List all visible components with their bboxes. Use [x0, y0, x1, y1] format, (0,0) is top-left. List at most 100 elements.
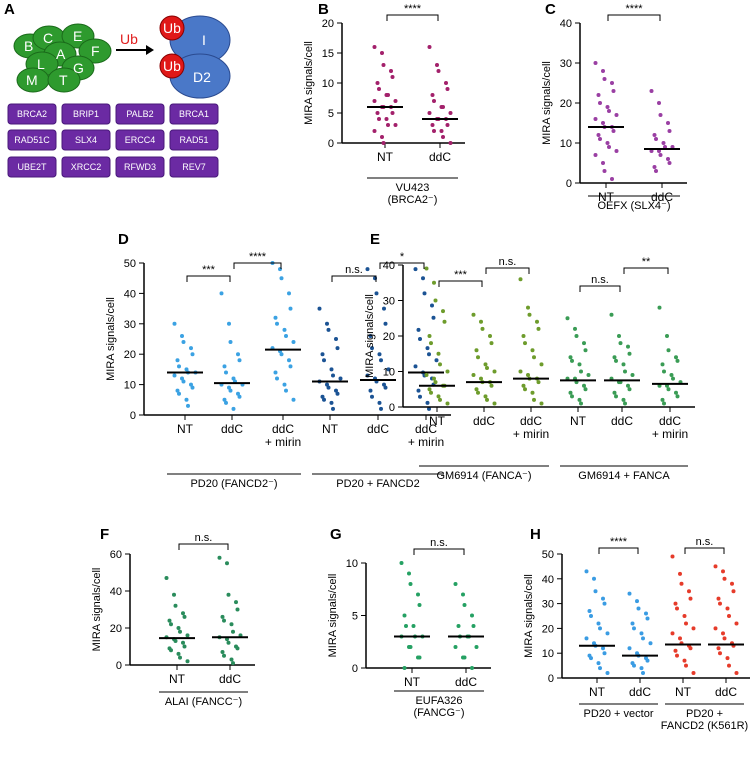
data-point [178, 629, 182, 634]
y-tick-label: 30 [383, 296, 395, 308]
y-tick-label: 0 [389, 402, 395, 414]
data-point [727, 614, 731, 618]
data-point [424, 373, 429, 378]
data-point [279, 352, 284, 357]
data-point [185, 659, 190, 664]
arrow-head [146, 45, 154, 55]
data-point [579, 369, 583, 374]
data-point [184, 397, 189, 402]
group-label: EUFA326 (FANCG⁻) [413, 695, 464, 719]
data-point [632, 626, 636, 631]
data-point [416, 592, 420, 597]
data-point [374, 291, 379, 296]
data-point [184, 367, 189, 372]
data-point [326, 327, 331, 332]
data-point [598, 666, 602, 671]
data-point [287, 291, 291, 296]
data-point [725, 656, 730, 661]
data-point [627, 646, 632, 651]
panel-letter: C [545, 1, 556, 18]
data-point [611, 89, 616, 93]
data-point [627, 387, 632, 392]
significance-label: ** [642, 256, 651, 268]
data-point [479, 319, 483, 324]
data-point [670, 554, 675, 559]
panel-letter: B [318, 1, 329, 18]
data-point [169, 648, 173, 653]
data-point [372, 45, 377, 49]
data-point [386, 93, 390, 97]
data-point [734, 621, 739, 626]
significance-label: n.s. [591, 274, 609, 286]
x-tick-label: NT [322, 422, 339, 436]
x-tick-label: ddC [715, 685, 737, 699]
significance-bracket [331, 275, 377, 282]
data-point [220, 650, 225, 655]
significance-label: n.s. [696, 536, 714, 548]
data-point [220, 614, 225, 619]
data-point [568, 355, 573, 360]
data-point [598, 626, 602, 631]
data-point [602, 651, 607, 656]
data-point [476, 390, 480, 395]
data-point [169, 622, 173, 627]
data-point [422, 291, 427, 296]
data-point [462, 603, 467, 607]
data-point [605, 105, 610, 109]
significance-bracket [485, 267, 530, 274]
data-point [224, 370, 228, 375]
data-point [231, 376, 236, 381]
data-point [329, 400, 334, 405]
ub-label: Ub [120, 31, 138, 47]
data-point [418, 337, 422, 341]
data-point [377, 352, 382, 357]
data-point [377, 400, 382, 405]
y-axis-label: MIRA signals/cell [91, 568, 103, 652]
data-point [182, 644, 187, 649]
data-point [325, 321, 329, 326]
data-point [432, 129, 436, 133]
gene-box [115, 103, 165, 125]
data-point [186, 403, 190, 408]
significance-bracket [233, 262, 282, 269]
data-point [658, 153, 663, 157]
gene-box [61, 129, 111, 151]
data-point [627, 351, 632, 356]
data-point [618, 341, 623, 346]
data-point [189, 382, 193, 387]
x-tick-label: NT [589, 685, 606, 699]
data-point [390, 111, 395, 115]
data-point [275, 321, 279, 326]
data-point [227, 321, 231, 326]
data-point [583, 387, 588, 392]
data-point [282, 327, 287, 332]
data-point [630, 621, 635, 626]
data-point [641, 671, 645, 676]
data-point [471, 624, 476, 628]
y-tick-label: 10 [542, 648, 554, 660]
data-point [436, 351, 441, 356]
data-point [623, 369, 627, 374]
data-point [718, 651, 722, 656]
data-point [684, 621, 688, 626]
data-point [658, 113, 663, 117]
data-point [177, 391, 181, 396]
data-point [721, 569, 725, 574]
data-point [621, 397, 626, 402]
data-point [416, 388, 421, 393]
data-point [408, 645, 413, 649]
core-label: F [91, 43, 100, 59]
data-point [568, 390, 573, 395]
data-point [623, 401, 627, 406]
data-point [731, 589, 736, 594]
data-point [377, 87, 381, 91]
data-point [607, 109, 611, 113]
core-label: L [37, 56, 45, 72]
y-tick-label: 0 [328, 138, 334, 150]
y-tick-label: 20 [560, 98, 572, 110]
significance-label: *** [202, 264, 216, 276]
data-point [372, 129, 377, 133]
data-point [226, 592, 231, 597]
data-point [713, 564, 718, 569]
group-label: GM6914 + FANCA [578, 470, 670, 482]
